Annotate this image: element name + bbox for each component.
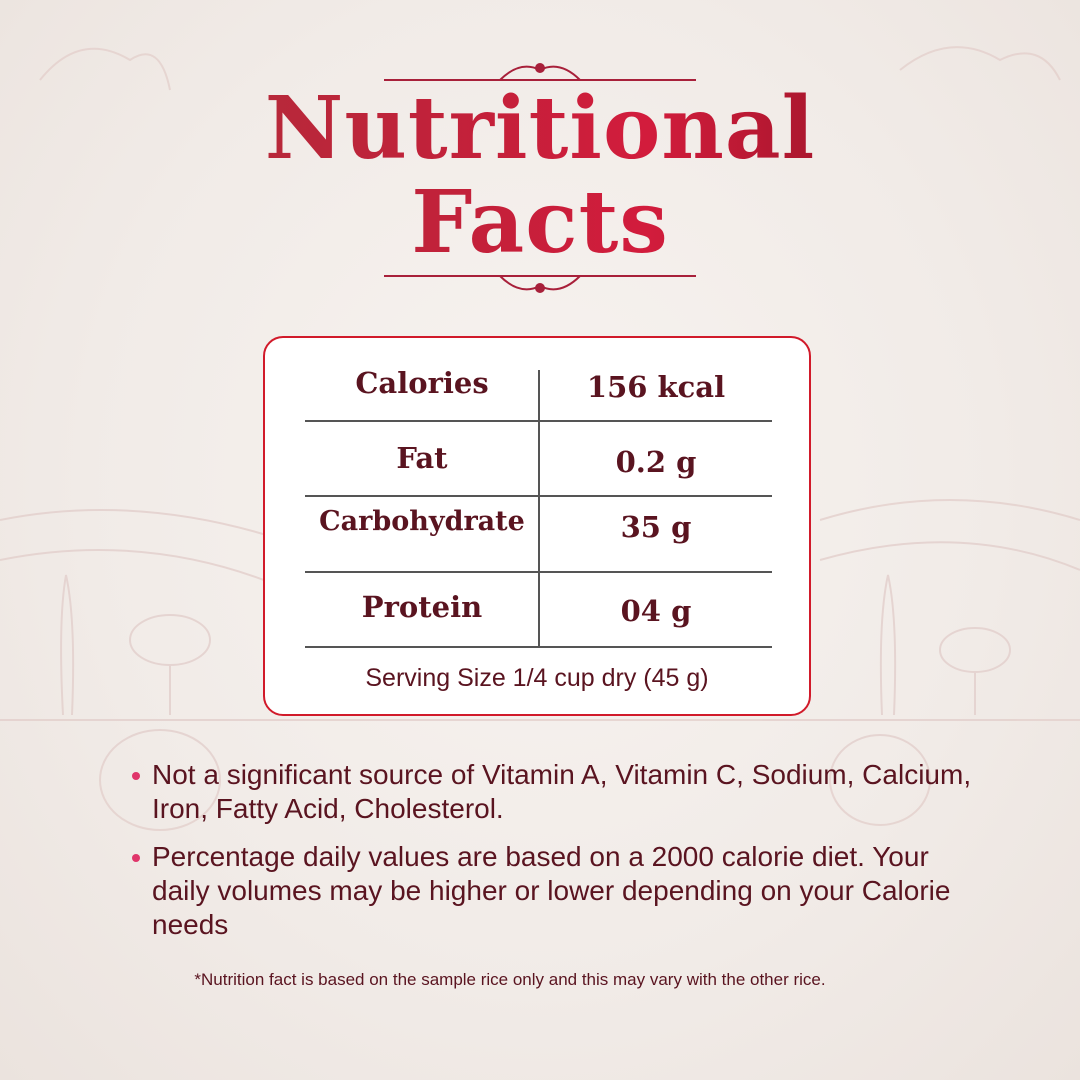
row-value-protein: 04 g [620,594,692,628]
row-label-calories: Calories [355,366,489,400]
row-label-fat: Fat [396,441,448,475]
title-line-1: Nutritional [0,78,1080,179]
row-value-carbohydrate: 35 g [620,510,692,544]
row-divider [305,420,772,422]
bottom-ornament-icon [384,275,696,293]
row-value-calories: 156 kcal [586,370,726,404]
nutrition-table-card: Calories 156 kcal Fat 0.2 g Carbohydrate… [263,336,811,716]
row-value-fat: 0.2 g [615,445,697,479]
serving-size: Serving Size 1/4 cup dry (45 g) [365,664,709,692]
footnote: *Nutrition fact is based on the sample r… [194,970,826,989]
row-divider [305,571,772,573]
list-item: Percentage daily values are based on a 2… [130,840,980,942]
column-divider [538,370,540,647]
top-ornament-icon [384,63,696,81]
note-text: Not a significant source of Vitamin A, V… [152,759,972,824]
row-divider [305,495,772,497]
note-text: Percentage daily values are based on a 2… [152,841,951,940]
notes-list: Not a significant source of Vitamin A, V… [130,758,980,956]
row-label-carbohydrate: Carbohydrate [319,506,525,537]
list-item: Not a significant source of Vitamin A, V… [130,758,980,826]
bullet-icon [132,854,140,862]
title-line-2: Facts [0,172,1080,273]
row-divider [305,646,772,648]
row-label-protein: Protein [361,590,483,624]
bullet-icon [132,772,140,780]
